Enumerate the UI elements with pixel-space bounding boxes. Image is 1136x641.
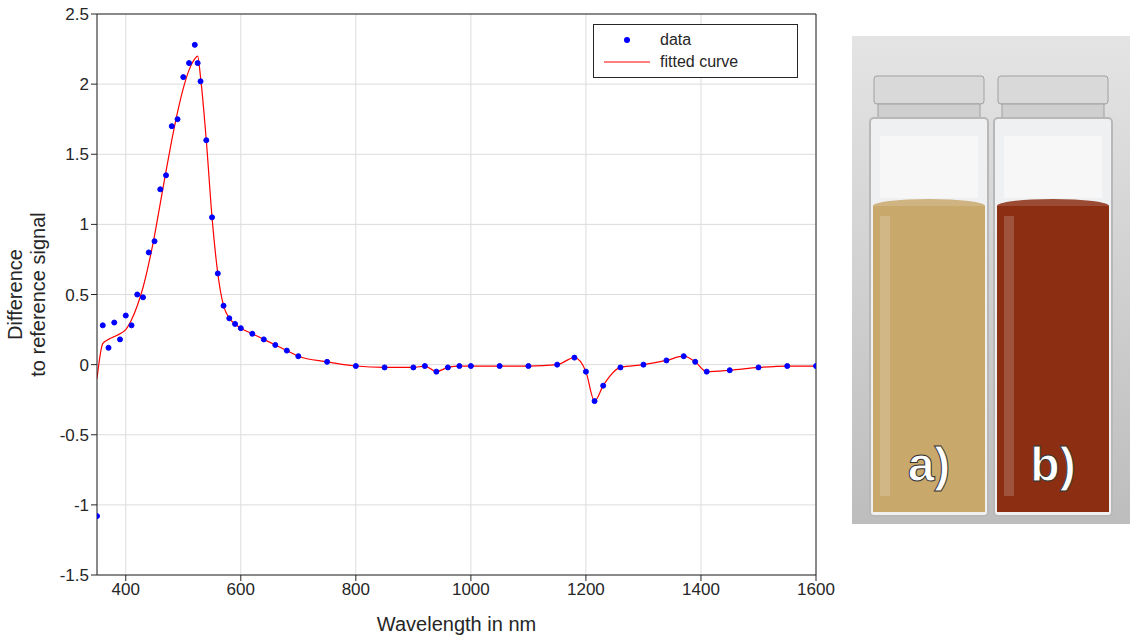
svg-text:a): a) [908,438,951,491]
svg-text:b): b) [1030,438,1075,491]
svg-text:1200: 1200 [567,580,605,599]
svg-text:2.5: 2.5 [65,5,89,24]
svg-text:1600: 1600 [797,580,835,599]
svg-text:1: 1 [80,215,89,234]
svg-text:Wavelength in nm: Wavelength in nm [377,613,536,635]
svg-text:800: 800 [342,580,370,599]
svg-text:600: 600 [227,580,255,599]
svg-text:1000: 1000 [452,580,490,599]
html-text:data: data [660,31,692,48]
svg-text:2: 2 [80,75,89,94]
svg-text:0.5: 0.5 [65,286,89,305]
svg-text:400: 400 [112,580,140,599]
html-text:fitted curve: fitted curve [660,53,739,70]
svg-text:-1: -1 [74,496,89,515]
svg-text:Differenceto reference signal: Differenceto reference signal [4,212,49,377]
svg-text:-0.5: -0.5 [60,426,89,445]
svg-text:0: 0 [80,356,89,375]
svg-text:1400: 1400 [682,580,720,599]
svg-text:-1.5: -1.5 [60,566,89,585]
svg-text:1.5: 1.5 [65,145,89,164]
